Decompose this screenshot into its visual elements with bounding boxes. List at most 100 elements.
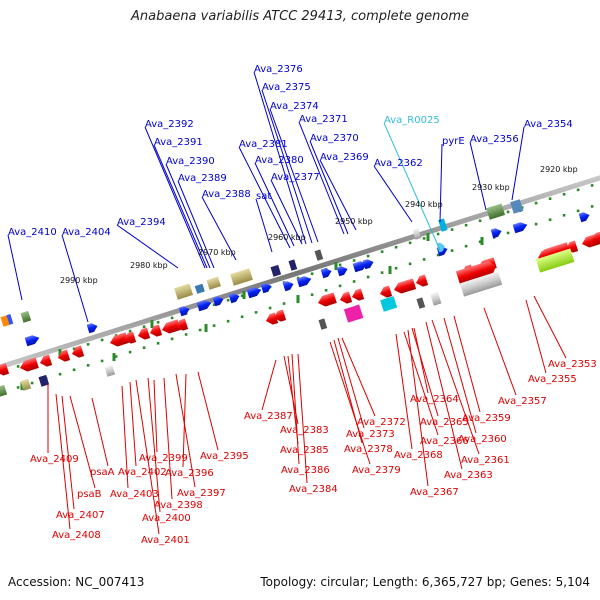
major-tick (242, 291, 246, 300)
forward-gene-label-leader (61, 234, 89, 323)
reverse-gene-label: Ava_2378 (344, 444, 393, 455)
reverse-gene-label: Ava_2383 (280, 425, 329, 436)
reverse-gene-arrow-shape (150, 324, 163, 337)
gene-block-navy (38, 374, 50, 387)
gene-block-magenta (343, 304, 364, 323)
reverse-gene-label: Ava_2359 (462, 413, 511, 424)
gene-block-green-shape (0, 384, 8, 397)
reverse-gene-arrow (150, 324, 163, 337)
reverse-gene-label: Ava_2403 (110, 489, 159, 500)
reverse-gene-arrow-shape (455, 261, 497, 285)
reverse-gene-arrow-shape (162, 319, 181, 334)
tick-dot-outer (142, 346, 146, 349)
forward-gene-arrow-shape (260, 283, 272, 294)
tick-dot-inner (464, 223, 468, 227)
gene-block-olive-shape (174, 283, 194, 300)
gene-block-gray (459, 271, 503, 297)
tick-dot-outer (478, 240, 482, 244)
forward-gene-label: Ava_2356 (470, 134, 519, 145)
reverse-gene-label-leader (533, 295, 567, 359)
kbp-tick-label: 2990 kbp (60, 276, 98, 285)
forward-gene-arrow (490, 228, 502, 239)
tick-dot-inner (338, 263, 342, 267)
reverse-gene-label-leader (413, 327, 429, 394)
reverse-gene-label: Ava_2395 (200, 451, 249, 462)
forward-gene-arrow-shape (490, 228, 502, 239)
forward-gene-arrow-shape (24, 335, 40, 347)
tick-dot-outer (590, 205, 594, 208)
gene-block-olive (230, 268, 253, 286)
tick-dot-inner (534, 201, 538, 205)
reverse-gene-label: Ava_2384 (289, 484, 338, 495)
forward-gene-arrow (578, 212, 590, 223)
forward-gene-arrow (24, 335, 40, 347)
tick-dot-outer (548, 218, 552, 221)
reverse-gene-label: Ava_2361 (461, 455, 510, 466)
major-tick (112, 353, 116, 362)
reverse-gene-label-leader (291, 353, 300, 465)
gene-block-cyan-shape (438, 218, 448, 232)
gene-block-olive (20, 378, 32, 391)
reverse-gene-arrow (0, 363, 10, 376)
rna-gene-arrow-shape (436, 242, 445, 253)
reverse-gene-arrow (416, 274, 429, 287)
reverse-gene-arrow (58, 349, 71, 362)
forward-gene-arrow (246, 287, 262, 299)
tick-dot-outer (366, 275, 370, 279)
forward-gene-arrow (352, 261, 368, 273)
tick-dot-outer (534, 222, 538, 226)
reverse-gene-arrow-shape (110, 332, 129, 347)
reverse-gene-label-leader (443, 317, 477, 434)
tick-dot-inner (212, 303, 216, 306)
reverse-gene-label-leader (153, 379, 158, 453)
kbp-tick-label: 2940 kbp (405, 200, 443, 209)
reverse-gene-label: psaA (90, 467, 115, 478)
gene-block-gray (430, 291, 442, 306)
genome-backbone (0, 175, 600, 370)
tick-dot-outer (240, 315, 244, 319)
kbp-tick-label: 2920 kbp (540, 165, 578, 174)
forward-gene-arrow-shape (352, 261, 368, 273)
forward-gene-label-leader (439, 143, 443, 223)
reverse-gene-arrow-shape (124, 331, 137, 344)
reverse-gene-arrow-shape (380, 285, 393, 298)
gene-block-navy-shape (38, 374, 50, 387)
reverse-gene-label: Ava_2387 (244, 411, 293, 422)
rna-gene-arrow (436, 242, 445, 253)
tick-dot-inner (576, 188, 580, 192)
reverse-gene-label-leader (407, 329, 429, 487)
forward-gene-label-leader (261, 89, 313, 244)
reverse-gene-arrow (124, 331, 137, 344)
reverse-gene-arrow-shape (416, 274, 429, 287)
gene-block-lime-shape (535, 248, 575, 273)
major-tick (150, 320, 154, 329)
reverse-gene-label: Ava_2366 (420, 436, 469, 447)
tick-dot-inner (226, 298, 230, 302)
reverse-gene-label-leader (453, 315, 481, 413)
reverse-gene-arrow-shape (318, 292, 337, 307)
forward-gene-label-leader (469, 141, 487, 211)
reverse-gene-arrow-shape (404, 278, 417, 291)
reverse-gene-label-leader (182, 373, 187, 468)
reverse-gene-label: Ava_2357 (498, 396, 547, 407)
gene-block-green (486, 203, 506, 220)
gene-block-dark-shape (314, 249, 324, 261)
forward-gene-label-leader (298, 121, 345, 235)
reverse-gene-arrow (176, 318, 189, 331)
forward-gene-arrow-shape (578, 212, 590, 223)
major-tick (334, 262, 338, 271)
major-tick (296, 295, 300, 304)
major-tick (20, 382, 24, 391)
tick-dot-outer (394, 266, 398, 270)
gene-block-gray (412, 228, 422, 240)
reverse-gene-label: Ava_2353 (548, 359, 597, 370)
gene-block-steel-shape (194, 283, 205, 294)
gene-block-gray-shape (459, 271, 503, 297)
gene-block-olive-shape (230, 268, 253, 286)
tick-dot-outer (352, 280, 356, 283)
forward-gene-arrow (212, 296, 224, 307)
reverse-gene-label: Ava_2364 (410, 394, 459, 405)
forward-gene-arrow-shape (212, 296, 224, 307)
forward-gene-label: pyrE (442, 136, 465, 147)
gene-block-gray-shape (430, 291, 442, 306)
